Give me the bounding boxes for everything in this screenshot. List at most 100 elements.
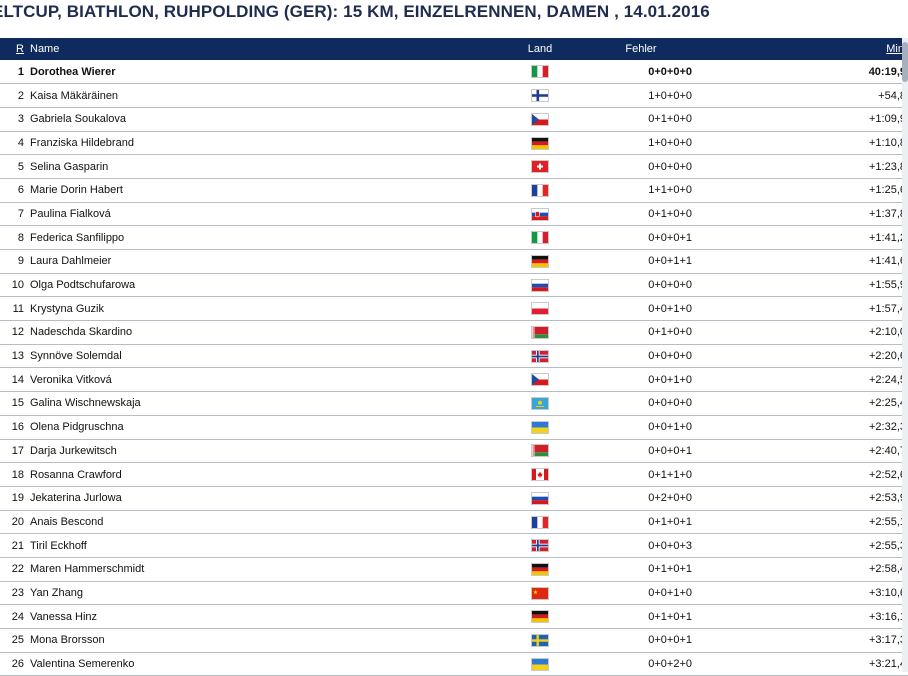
table-row[interactable]: 19 Jekaterina Jurlowa 0+2+0+0 +2:53,9 [0, 486, 908, 511]
athlete-name[interactable]: Darja Jurkewitsch [28, 439, 490, 464]
table-row[interactable]: 15 Galina Wischnewskaja 0+0+0+0 +2:25,4 [0, 391, 908, 416]
country-cell [490, 296, 590, 322]
shooting-errors: 0+0+0+0 [590, 273, 716, 298]
shooting-errors: 0+1+0+1 [590, 510, 716, 535]
shooting-errors: 0+0+1+0 [590, 415, 716, 440]
table-row[interactable]: 6 Marie Dorin Habert 1+1+0+0 +1:25,6 [0, 178, 908, 203]
table-row[interactable]: 8 Federica Sanfilippo 0+0+0+1 +1:41,2 [0, 225, 908, 250]
country-flag-icon [532, 90, 548, 102]
country-cell [490, 652, 590, 676]
rank-cell: 22 [0, 557, 28, 582]
country-cell [490, 249, 590, 274]
athlete-name[interactable]: Rosanna Crawford [28, 462, 490, 487]
athlete-name[interactable]: Paulina Fialková [28, 202, 490, 227]
country-flag-icon [532, 326, 548, 338]
athlete-name[interactable]: Marie Dorin Habert [28, 178, 490, 203]
shooting-errors: 0+1+0+1 [590, 557, 716, 582]
country-flag-icon [532, 611, 548, 623]
country-cell [490, 486, 590, 511]
athlete-name[interactable]: Federica Sanfilippo [28, 225, 490, 250]
scrollbar-thumb[interactable] [902, 42, 908, 82]
country-flag-icon [532, 421, 548, 433]
time-cell: +1:55,9 [716, 273, 908, 298]
athlete-name[interactable]: Valentina Semerenko [28, 652, 490, 676]
time-cell: +3:16,1 [716, 604, 908, 629]
time-cell: +2:55,3 [716, 533, 908, 558]
time-cell: +1:23,8 [716, 154, 908, 179]
athlete-name[interactable]: Franziska Hildebrand [28, 131, 490, 156]
athlete-name[interactable]: Veronika Vitková [28, 367, 490, 393]
page-title: ELTCUP, BIATHLON, RUHPOLDING (GER): 15 K… [0, 2, 710, 21]
table-row[interactable]: 11 Krystyna Guzik 0+0+1+0 +1:57,4 [0, 296, 908, 322]
athlete-name[interactable]: Olga Podtschufarowa [28, 273, 490, 298]
time-cell: +1:37,8 [716, 202, 908, 227]
country-cell [490, 154, 590, 179]
country-flag-icon [532, 255, 548, 267]
col-header-time[interactable]: Min [886, 43, 904, 55]
athlete-name[interactable]: Synnöve Solemdal [28, 344, 490, 369]
table-row[interactable]: 14 Veronika Vitková 0+0+1+0 +2:24,5 [0, 367, 908, 393]
rank-cell: 18 [0, 462, 28, 487]
table-row[interactable]: 13 Synnöve Solemdal 0+0+0+0 +2:20,6 [0, 344, 908, 369]
table-row[interactable]: 25 Mona Brorsson 0+0+0+1 +3:17,3 [0, 628, 908, 653]
athlete-name[interactable]: Nadeschda Skardino [28, 320, 490, 345]
table-row[interactable]: 4 Franziska Hildebrand 1+0+0+0 +1:10,8 [0, 131, 908, 156]
shooting-errors: 0+0+1+0 [590, 367, 716, 393]
time-cell: +2:24,5 [716, 367, 908, 393]
rank-cell: 24 [0, 604, 28, 629]
country-cell [490, 273, 590, 298]
athlete-name[interactable]: Tiril Eckhoff [28, 533, 490, 558]
rank-cell: 4 [0, 131, 28, 156]
country-cell [490, 581, 590, 606]
rank-cell: 2 [0, 83, 28, 108]
athlete-name[interactable]: Anais Bescond [28, 510, 490, 535]
athlete-name[interactable]: Olena Pidgruschna [28, 415, 490, 440]
athlete-name[interactable]: Selina Gasparin [28, 154, 490, 179]
athlete-name[interactable]: Krystyna Guzik [28, 296, 490, 322]
country-flag-icon [532, 184, 548, 196]
table-row[interactable]: 18 Rosanna Crawford 0+1+1+0 +2:52,6 [0, 462, 908, 487]
athlete-name[interactable]: Vanessa Hinz [28, 604, 490, 629]
athlete-name[interactable]: Dorothea Wierer [28, 60, 490, 85]
rank-cell: 14 [0, 367, 28, 393]
rank-cell: 16 [0, 415, 28, 440]
table-row[interactable]: 21 Tiril Eckhoff 0+0+0+3 +2:55,3 [0, 533, 908, 558]
shooting-errors: 0+0+0+0 [590, 154, 716, 179]
athlete-name[interactable]: Galina Wischnewskaja [28, 391, 490, 416]
country-flag-icon [532, 303, 548, 315]
table-row[interactable]: 16 Olena Pidgruschna 0+0+1+0 +2:32,3 [0, 415, 908, 440]
time-cell: +1:41,6 [716, 249, 908, 274]
table-row[interactable]: 10 Olga Podtschufarowa 0+0+0+0 +1:55,9 [0, 273, 908, 298]
table-row[interactable]: 1 Dorothea Wierer 0+0+0+0 40:19,9 [0, 60, 908, 85]
table-row[interactable]: 2 Kaisa Mäkäräinen 1+0+0+0 +54,8 [0, 83, 908, 108]
table-row[interactable]: 26 Valentina Semerenko 0+0+2+0 +3:21,4 [0, 652, 908, 676]
table-row[interactable]: 22 Maren Hammerschmidt 0+1+0+1 +2:58,4 [0, 557, 908, 582]
rank-cell: 19 [0, 486, 28, 511]
athlete-name[interactable]: Kaisa Mäkäräinen [28, 83, 490, 108]
shooting-errors: 0+2+0+0 [590, 486, 716, 511]
athlete-name[interactable]: Mona Brorsson [28, 628, 490, 653]
shooting-errors: 0+1+0+0 [590, 202, 716, 227]
shooting-errors: 0+1+0+0 [590, 320, 716, 345]
table-row[interactable]: 24 Vanessa Hinz 0+1+0+1 +3:16,1 [0, 604, 908, 629]
table-row[interactable]: 9 Laura Dahlmeier 0+0+1+1 +1:41,6 [0, 249, 908, 274]
athlete-name[interactable]: Gabriela Soukalova [28, 107, 490, 132]
country-flag-icon [532, 113, 548, 125]
athlete-name[interactable]: Maren Hammerschmidt [28, 557, 490, 582]
table-row[interactable]: 5 Selina Gasparin 0+0+0+0 +1:23,8 [0, 154, 908, 179]
time-cell: +2:40,7 [716, 439, 908, 464]
table-row[interactable]: 7 Paulina Fialková 0+1+0+0 +1:37,8 [0, 202, 908, 227]
table-row[interactable]: 23 Yan Zhang 0+0+1+0 +3:10,6 [0, 581, 908, 606]
table-row[interactable]: 3 Gabriela Soukalova 0+1+0+0 +1:09,9 [0, 107, 908, 132]
table-row[interactable]: 12 Nadeschda Skardino 0+1+0+0 +2:10,0 [0, 320, 908, 345]
vertical-scrollbar[interactable] [902, 38, 908, 672]
athlete-name[interactable]: Yan Zhang [28, 581, 490, 606]
athlete-name[interactable]: Laura Dahlmeier [28, 249, 490, 274]
col-header-rank[interactable]: R [16, 43, 24, 55]
table-row[interactable]: 17 Darja Jurkewitsch 0+0+0+1 +2:40,7 [0, 439, 908, 464]
athlete-name[interactable]: Jekaterina Jurlowa [28, 486, 490, 511]
time-cell: +1:57,4 [716, 296, 908, 322]
col-header-errors: Fehler [625, 43, 657, 55]
results-table: R Name Land Fehler Min 1 Dorothea Wierer 0… [0, 38, 908, 676]
table-row[interactable]: 20 Anais Bescond 0+1+0+1 +2:55,1 [0, 510, 908, 535]
